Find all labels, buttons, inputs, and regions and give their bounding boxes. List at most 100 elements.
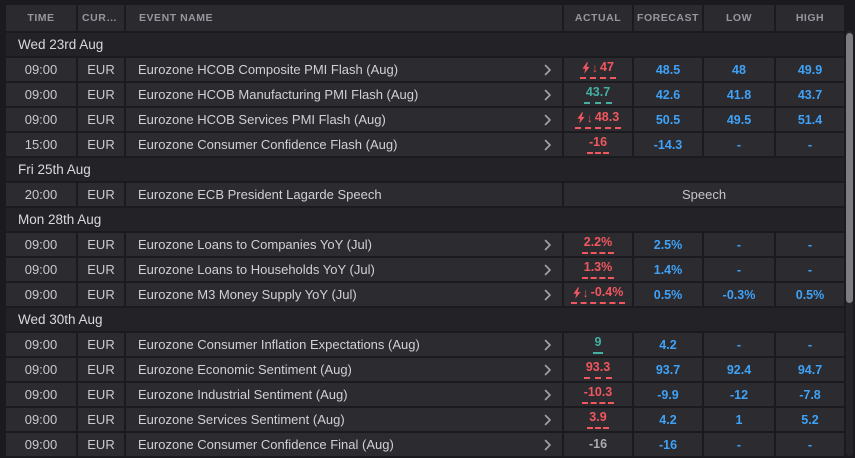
date-row: Mon 28th Aug — [6, 208, 844, 231]
col-header-low: LOW — [704, 5, 774, 31]
time-cell: 09:00 — [6, 58, 76, 81]
actual-cell[interactable]: ↓ 48.3 — [564, 108, 632, 131]
event-row[interactable]: 09:00 EUR Eurozone Loans to Companies YoY … — [6, 233, 844, 256]
event-row[interactable]: 09:00 EUR Eurozone Industrial Sentiment (A… — [6, 383, 844, 406]
currency-cell: EUR — [78, 283, 124, 306]
event-row[interactable]: 09:00 EUR Eurozone Services Sentiment (Aug… — [6, 408, 844, 431]
time-cell: 09:00 — [6, 108, 76, 131]
chevron-right-icon[interactable] — [544, 389, 552, 401]
chevron-right-icon[interactable] — [544, 239, 552, 251]
event-cell: Eurozone Industrial Sentiment (Aug) — [126, 383, 562, 406]
actual-value: -16 — [586, 135, 610, 154]
actual-value: ↓ 47 — [580, 60, 616, 79]
event-name: Eurozone Consumer Confidence Flash (Aug) — [138, 137, 398, 152]
currency-cell: EUR — [78, 83, 124, 106]
event-row[interactable]: 09:00 EUR Eurozone HCOB Manufacturing PMI … — [6, 83, 844, 106]
low-cell: -0.3% — [704, 283, 774, 306]
event-name: Eurozone HCOB Composite PMI Flash (Aug) — [138, 62, 399, 77]
actual-value: 9 — [592, 335, 604, 354]
event-row[interactable]: 09:00 EUR Eurozone HCOB Composite PMI Flas… — [6, 58, 844, 81]
actual-cell[interactable]: ↓ -0.4% — [564, 283, 632, 306]
actual-cell[interactable]: ↓ 47 — [564, 58, 632, 81]
time-cell: 09:00 — [6, 83, 76, 106]
actual-cell[interactable]: 1.3% — [564, 258, 632, 281]
high-cell: - — [776, 433, 844, 456]
currency-cell: EUR — [78, 433, 124, 456]
high-cell: 51.4 — [776, 108, 844, 131]
event-row[interactable]: 09:00 EUR Eurozone Economic Sentiment (Aug… — [6, 358, 844, 381]
event-row[interactable]: 09:00 EUR Eurozone Consumer Confidence Fin… — [6, 433, 844, 456]
time-cell: 09:00 — [6, 358, 76, 381]
speech-span-cell: Speech — [564, 183, 844, 206]
low-cell: - — [704, 133, 774, 156]
event-cell: Eurozone Economic Sentiment (Aug) — [126, 358, 562, 381]
event-name: Eurozone M3 Money Supply YoY (Jul) — [138, 287, 357, 302]
chevron-right-icon[interactable] — [544, 139, 552, 151]
event-row[interactable]: 09:00 EUR Eurozone Loans to Households YoY… — [6, 258, 844, 281]
actual-cell[interactable]: 3.9 — [564, 408, 632, 431]
col-header-actual: ACTUAL — [564, 5, 632, 31]
actual-cell[interactable]: -10.3 — [564, 383, 632, 406]
event-name: Eurozone HCOB Services PMI Flash (Aug) — [138, 112, 386, 127]
actual-value: 43.7 — [583, 85, 613, 104]
event-name: Eurozone Loans to Companies YoY (Jul) — [138, 237, 372, 252]
chevron-right-icon[interactable] — [544, 89, 552, 101]
event-cell: Eurozone Loans to Companies YoY (Jul) — [126, 233, 562, 256]
actual-cell[interactable]: 43.7 — [564, 83, 632, 106]
event-row[interactable]: 15:00 EUR Eurozone Consumer Confidence Fla… — [6, 133, 844, 156]
actual-cell[interactable]: 2.2% — [564, 233, 632, 256]
time-cell: 09:00 — [6, 233, 76, 256]
chevron-right-icon[interactable] — [544, 264, 552, 276]
event-row[interactable]: 09:00 EUR Eurozone M3 Money Supply YoY (Ju… — [6, 283, 844, 306]
chevron-right-icon[interactable] — [544, 339, 552, 351]
actual-cell[interactable]: -16 — [564, 433, 632, 456]
low-cell: - — [704, 333, 774, 356]
actual-value: ↓ 48.3 — [574, 110, 622, 129]
time-cell: 15:00 — [6, 133, 76, 156]
forecast-cell: 4.2 — [634, 333, 702, 356]
currency-cell: EUR — [78, 408, 124, 431]
actual-cell[interactable]: 93.3 — [564, 358, 632, 381]
currency-cell: EUR — [78, 258, 124, 281]
chevron-right-icon[interactable] — [544, 364, 552, 376]
date-label: Wed 23rd Aug — [18, 37, 104, 52]
event-cell: Eurozone M3 Money Supply YoY (Jul) — [126, 283, 562, 306]
event-name: Eurozone Consumer Confidence Final (Aug) — [138, 437, 394, 452]
currency-cell: EUR — [78, 233, 124, 256]
currency-cell: EUR — [78, 358, 124, 381]
date-label: Mon 28th Aug — [18, 212, 102, 227]
chevron-right-icon[interactable] — [544, 289, 552, 301]
bolt-icon — [582, 61, 590, 74]
actual-value: -10.3 — [581, 385, 615, 404]
event-name: Eurozone Services Sentiment (Aug) — [138, 412, 345, 427]
low-cell: - — [704, 258, 774, 281]
actual-value: 93.3 — [583, 360, 613, 379]
event-row[interactable]: 09:00 EUR Eurozone Consumer Inflation Expe… — [6, 333, 844, 356]
actual-value: 3.9 — [587, 410, 609, 429]
chevron-right-icon[interactable] — [544, 414, 552, 426]
event-row[interactable]: 09:00 EUR Eurozone HCOB Services PMI Flash… — [6, 108, 844, 131]
time-cell: 09:00 — [6, 333, 76, 356]
forecast-cell: -9.9 — [634, 383, 702, 406]
actual-value: 1.3% — [581, 260, 615, 279]
actual-number: 9 — [594, 335, 602, 350]
actual-cell[interactable]: -16 — [564, 133, 632, 156]
scrollbar-thumb[interactable] — [846, 33, 853, 303]
forecast-cell: 1.4% — [634, 258, 702, 281]
down-arrow-icon: ↓ — [592, 60, 599, 75]
chevron-right-icon[interactable] — [544, 439, 552, 451]
down-arrow-icon: ↓ — [586, 110, 593, 125]
forecast-cell: 2.5% — [634, 233, 702, 256]
chevron-right-icon[interactable] — [544, 64, 552, 76]
chevron-right-icon[interactable] — [544, 114, 552, 126]
forecast-cell: 4.2 — [634, 408, 702, 431]
actual-value: 2.2% — [581, 235, 615, 254]
currency-cell: EUR — [78, 108, 124, 131]
currency-cell: EUR — [78, 183, 124, 206]
event-cell: Eurozone Loans to Households YoY (Jul) — [126, 258, 562, 281]
actual-cell[interactable]: 9 — [564, 333, 632, 356]
actual-number: 47 — [600, 60, 614, 75]
